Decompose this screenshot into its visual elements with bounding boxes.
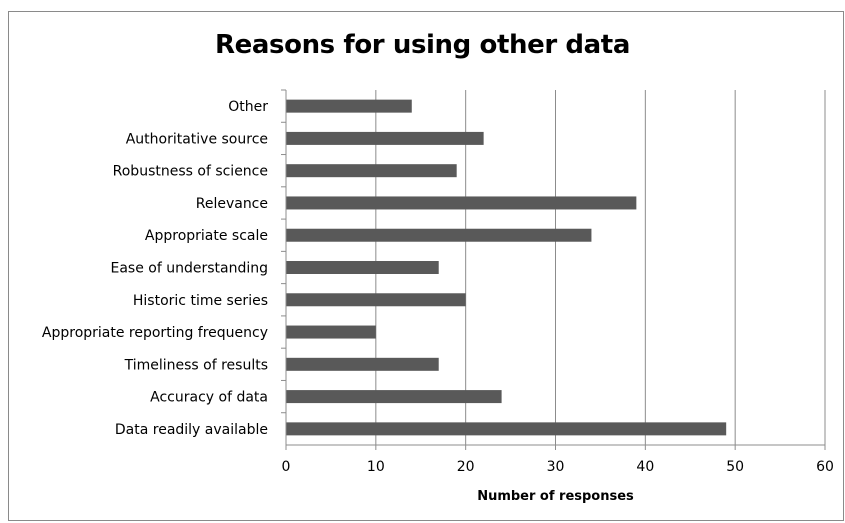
bar <box>286 131 484 145</box>
bars <box>286 99 727 436</box>
x-tick-label: 50 <box>726 459 744 475</box>
x-tick-label: 0 <box>282 459 291 475</box>
bar <box>286 99 412 113</box>
category-label: Appropriate scale <box>145 228 268 244</box>
x-tick-label: 40 <box>636 459 654 475</box>
category-label: Other <box>228 99 268 115</box>
bar <box>286 196 637 210</box>
category-label: Accuracy of data <box>150 390 268 406</box>
x-tick-label: 10 <box>367 459 385 475</box>
bar <box>286 261 439 274</box>
bar <box>286 293 466 307</box>
axes <box>281 89 826 450</box>
x-tick-label: 60 <box>816 459 834 475</box>
category-label: Timeliness of results <box>124 357 268 373</box>
category-label: Appropriate reporting frequency <box>42 325 268 341</box>
bar <box>286 357 439 371</box>
category-label: Ease of understanding <box>111 261 269 277</box>
category-label: Robustness of science <box>113 164 268 180</box>
bar <box>286 390 502 404</box>
bar <box>286 422 727 436</box>
x-tick-label: 30 <box>547 459 565 475</box>
chart-title: Reasons for using other data <box>215 30 630 60</box>
gridlines <box>375 90 826 445</box>
bar <box>286 164 457 178</box>
category-label: Data readily available <box>115 422 268 438</box>
category-label: Historic time series <box>133 293 268 309</box>
bar <box>286 228 592 242</box>
category-label: Relevance <box>196 196 268 212</box>
labels: 0 10 20 30 40 50 60 Other Authoritative source Ro… <box>42 99 834 475</box>
x-tick-label: 20 <box>457 459 475 475</box>
bar <box>286 325 376 339</box>
category-label: Authoritative source <box>126 131 268 147</box>
x-axis-title: Number of responses <box>477 489 634 504</box>
